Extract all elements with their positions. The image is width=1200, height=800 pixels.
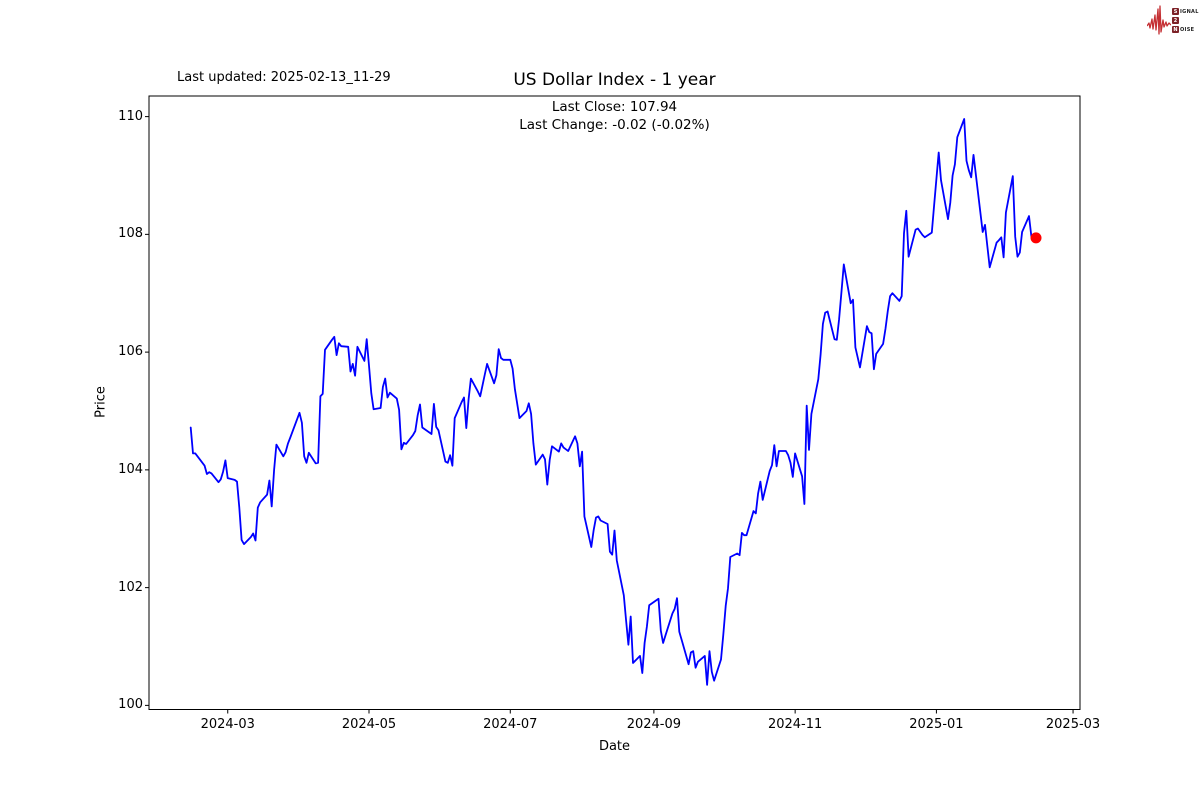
plot-border xyxy=(148,95,1081,710)
logo-word-noise: OISE xyxy=(1180,26,1195,33)
y-tick-label: 104 xyxy=(118,461,143,477)
x-tick-label: 2024-07 xyxy=(483,717,538,732)
y-tick-label: 110 xyxy=(118,108,143,124)
last-close-marker xyxy=(1030,232,1042,244)
x-tick-label: 2025-03 xyxy=(1045,717,1101,732)
signal2noise-logo: S IGNAL 2 N OISE xyxy=(1147,5,1199,36)
logo-letter-n: N xyxy=(1172,26,1179,33)
chart-title: US Dollar Index - 1 year xyxy=(513,70,716,90)
x-tick-label: 2025-01 xyxy=(909,717,964,732)
x-axis-label: Date xyxy=(598,739,631,754)
logo-letter-2: 2 xyxy=(1172,17,1179,24)
subtitle-last-change: Last Change: -0.02 (-0.02%) xyxy=(519,117,710,133)
y-tick-label: 100 xyxy=(118,697,143,713)
last-updated-text: Last updated: 2025-02-13_11-29 xyxy=(177,70,391,85)
x-tick-label: 2024-11 xyxy=(767,717,823,732)
signal-waveform-icon xyxy=(1147,5,1171,35)
y-tick-label: 102 xyxy=(118,579,143,595)
logo-letter-s: S xyxy=(1172,8,1179,15)
x-tick-label: 2024-05 xyxy=(341,717,397,732)
logo-text: S IGNAL 2 N OISE xyxy=(1172,8,1199,34)
price-line xyxy=(189,118,1037,686)
y-tick-label: 106 xyxy=(118,344,143,360)
y-tick-label: 108 xyxy=(118,226,143,242)
x-tick-label: 2024-09 xyxy=(626,717,682,732)
x-tick-label: 2024-03 xyxy=(200,717,255,732)
subtitle-last-close: Last Close: 107.94 xyxy=(551,99,678,115)
logo-word-signal: IGNAL xyxy=(1180,8,1199,15)
